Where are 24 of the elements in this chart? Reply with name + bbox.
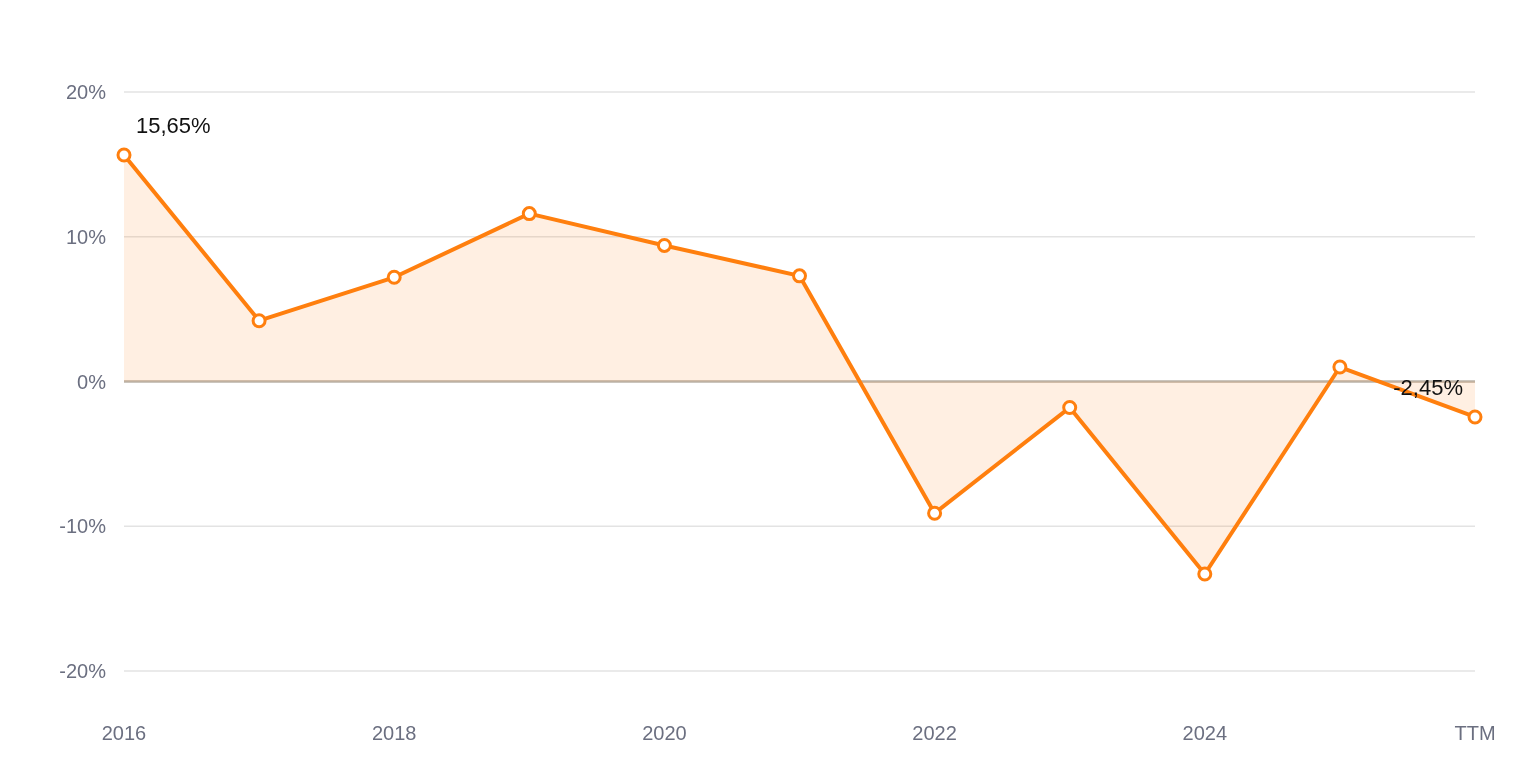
x-tick-label: 2022 [912,722,957,744]
point [386,269,402,285]
x-tick-label: TTM [1454,722,1496,744]
y-tick-label: -20% [59,660,107,682]
x-tick-label: 2016 [101,722,147,744]
data-label: -2,45% [1393,374,1463,400]
y-tick-label: 10% [65,225,107,248]
data-label: 15,65% [136,112,211,138]
point [927,505,943,521]
x-tick-label: 2020 [642,722,687,744]
point [1332,359,1348,375]
point [1062,400,1078,416]
point [521,206,537,222]
point [1467,409,1483,425]
x-tick-label: 2024 [1182,722,1228,744]
y-tick-label: 20% [65,81,107,103]
point [656,237,672,253]
x-tick-label: 2018 [371,722,417,744]
point [792,268,807,284]
point [116,147,132,163]
y-tick-label: -10% [59,515,107,538]
y-tick-label: 0% [77,370,107,393]
point [251,313,267,329]
point [1197,566,1213,582]
